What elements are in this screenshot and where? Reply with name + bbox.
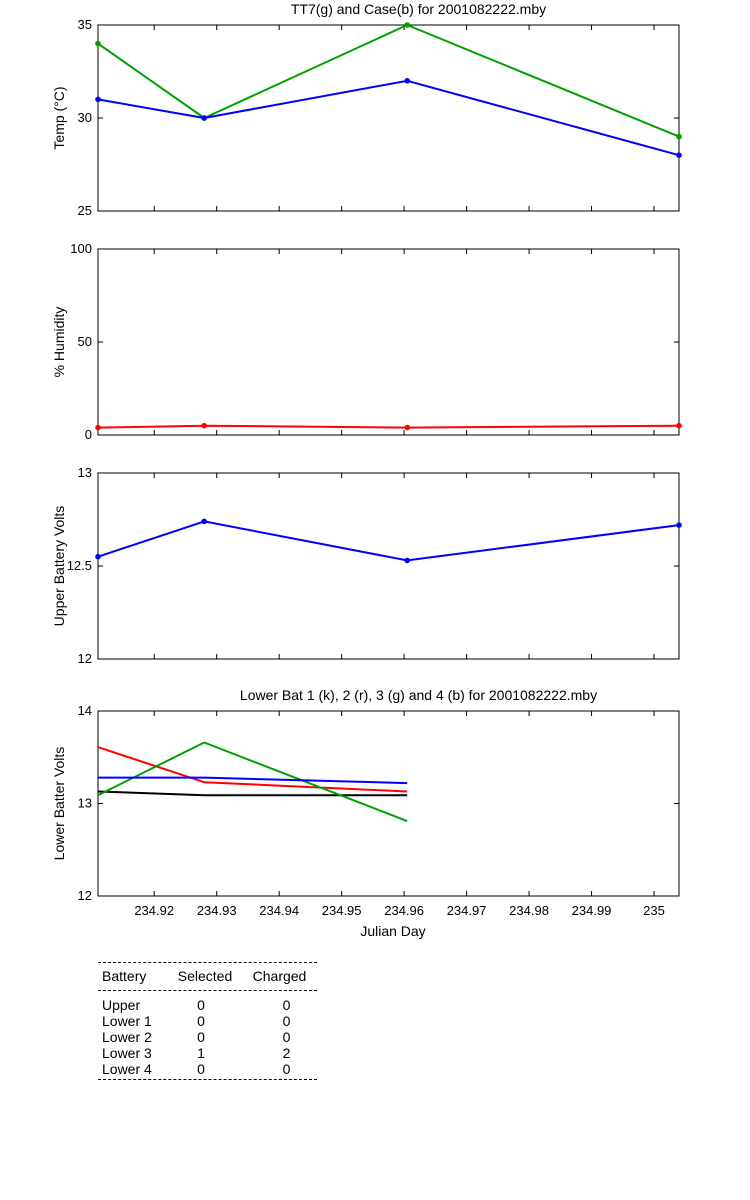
data-point <box>95 553 101 560</box>
y-axis-label: Temp (°C) <box>51 86 67 149</box>
chart-panel-2: 0 50 100 % Humidity <box>51 241 682 442</box>
cell-charged: 0 <box>282 997 291 1013</box>
x-tick-label: 234.95 <box>322 903 362 918</box>
table-top-rule <box>98 962 317 963</box>
data-point <box>676 152 682 158</box>
x-tick-label: 234.93 <box>197 903 237 918</box>
y-tick-label: 0 <box>85 427 92 442</box>
cell-charged: 0 <box>282 1013 291 1029</box>
battery-status-table: Battery Selected Charged Upper 0 0 Lower… <box>98 962 317 1080</box>
header-battery: Battery <box>102 968 147 984</box>
data-point <box>676 133 682 140</box>
plot-frame <box>97 472 680 660</box>
cell-charged: 0 <box>282 1029 291 1045</box>
series-line-2 <box>97 79 680 157</box>
chart-panel-1: 25 30 35 TT7(g) and Case(b) for 2001082222.… <box>51 1 682 218</box>
x-tick-label: 234.97 <box>447 903 487 918</box>
cell-charged: 0 <box>282 1061 291 1077</box>
plot-frame <box>97 248 680 436</box>
y-tick-label: 13 <box>78 796 92 811</box>
table-row: Lower 4 0 0 <box>98 1061 317 1077</box>
y-tick-label: 13 <box>78 465 92 480</box>
cell-battery: Lower 3 <box>102 1045 152 1061</box>
table-row: Lower 2 0 0 <box>98 1029 317 1045</box>
cell-battery: Lower 4 <box>102 1061 152 1077</box>
x-tick-label: 234.99 <box>572 903 612 918</box>
data-point <box>404 22 411 28</box>
x-tick-label: 235 <box>643 903 665 918</box>
table-bottom-rule <box>98 1079 317 1080</box>
cell-battery: Upper <box>102 997 141 1013</box>
series-line-1 <box>97 520 680 562</box>
chart-title: TT7(g) and Case(b) for 2001082222.mby <box>291 1 546 17</box>
data-point <box>201 422 208 429</box>
y-axis-label: Upper Battery Volts <box>51 506 67 627</box>
data-point <box>201 115 208 121</box>
y-tick-label: 12 <box>78 888 92 903</box>
data-point <box>676 422 682 429</box>
chart-title: Lower Bat 1 (k), 2 (r), 3 (g) and 4 (b) … <box>240 687 597 703</box>
table-header-row: Battery Selected Charged <box>98 963 317 990</box>
chart-panel-4: 12 13 14 234.92 234.93 234.94 234.95 234.96 234.… <box>51 687 680 939</box>
data-point <box>404 424 411 431</box>
table-row: Upper 0 0 <box>98 997 317 1013</box>
y-tick-label: 14 <box>78 703 92 718</box>
cell-battery: Lower 1 <box>102 1013 152 1029</box>
cell-battery: Lower 2 <box>102 1029 152 1045</box>
series-line-4 <box>98 776 408 785</box>
y-axis-label: Lower Batter Volts <box>51 747 67 861</box>
y-axis-label: % Humidity <box>51 307 67 378</box>
x-tick-label: 234.98 <box>509 903 549 918</box>
cell-selected: 0 <box>197 997 205 1013</box>
y-tick-label: 100 <box>70 241 92 256</box>
series-line-1 <box>97 790 408 797</box>
x-axis-label: Julian Day <box>360 923 425 939</box>
cell-charged: 2 <box>282 1045 291 1061</box>
y-tick-label: 50 <box>78 334 92 349</box>
series-line-1 <box>97 424 680 429</box>
data-point <box>404 78 411 84</box>
table-row: Lower 3 1 2 <box>98 1045 317 1061</box>
table-body: Upper 0 0 Lower 1 0 0 Lower 2 0 0 Lower … <box>98 991 317 1079</box>
x-tick-label: 234.94 <box>259 903 299 918</box>
plot-frame <box>97 24 680 212</box>
series-line-1 <box>97 24 680 138</box>
cell-selected: 1 <box>197 1045 205 1061</box>
y-tick-label: 25 <box>78 203 92 218</box>
y-tick-label: 35 <box>78 17 92 32</box>
x-tick-label: 234.96 <box>384 903 424 918</box>
table-header-rule <box>98 990 317 991</box>
y-tick-label: 12.5 <box>67 558 92 573</box>
series-line-2 <box>97 746 408 793</box>
data-point <box>201 518 208 525</box>
data-point <box>95 40 101 47</box>
y-tick-label: 30 <box>78 110 92 125</box>
cell-selected: 0 <box>197 1061 205 1077</box>
data-point <box>95 424 101 431</box>
cell-selected: 0 <box>197 1029 205 1045</box>
charts-figure: 25 30 35 TT7(g) and Case(b) for 2001082222.… <box>51 1 682 939</box>
x-tick-label: 234.92 <box>134 903 174 918</box>
data-point <box>404 557 411 564</box>
chart-panel-3: 12 12.5 13 Upper Battery Volts <box>51 465 682 666</box>
cell-selected: 0 <box>197 1013 205 1029</box>
data-point <box>676 522 682 528</box>
data-point <box>95 96 101 103</box>
table-row: Lower 1 0 0 <box>98 1013 317 1029</box>
header-selected: Selected <box>177 968 233 984</box>
y-tick-label: 12 <box>78 651 92 666</box>
plot-frame <box>97 710 680 897</box>
header-charged: Charged <box>252 968 307 984</box>
